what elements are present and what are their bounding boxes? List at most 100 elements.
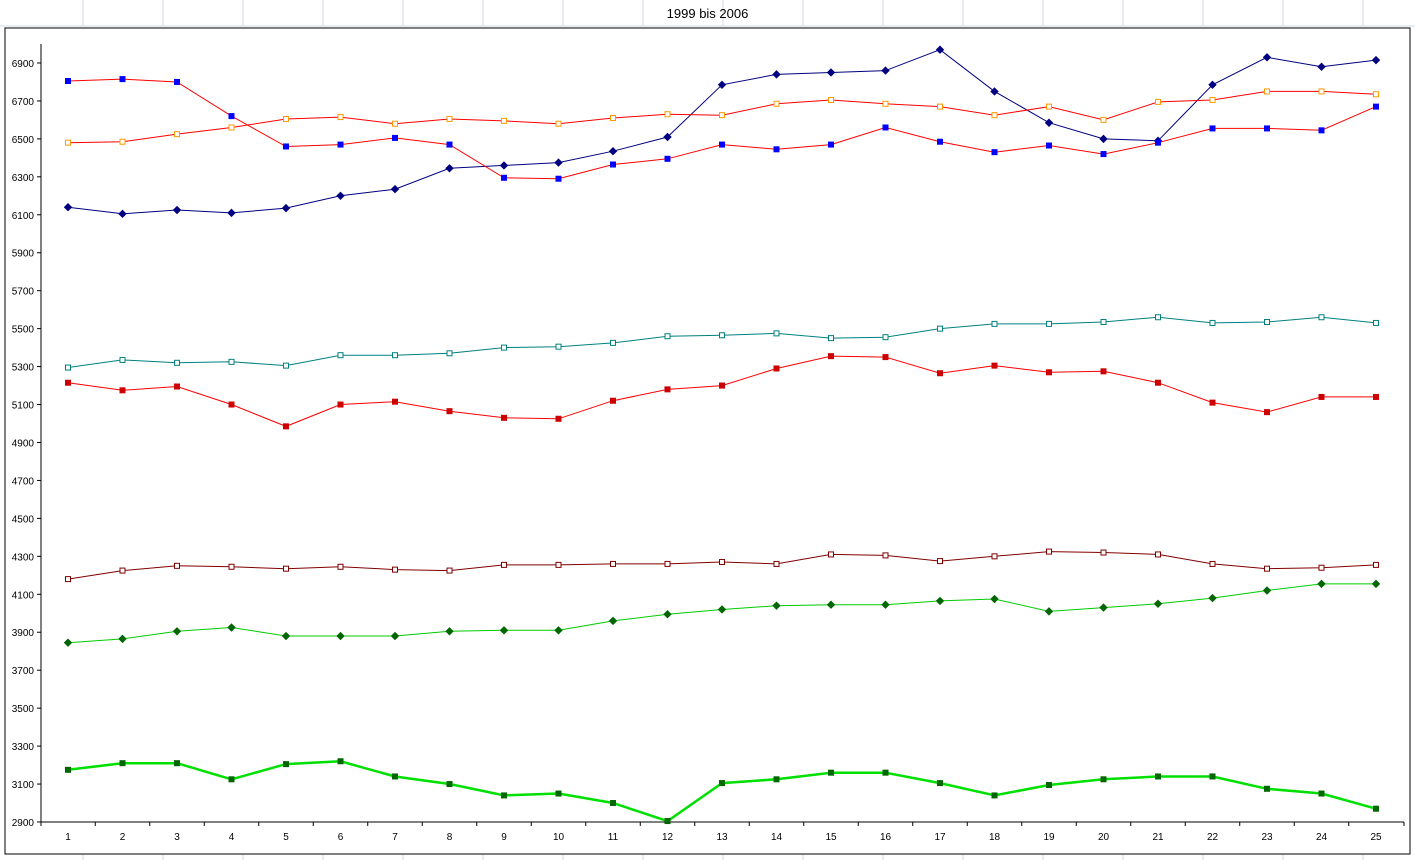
data-point <box>174 359 180 366</box>
data-point <box>610 115 616 122</box>
data-point <box>283 423 289 430</box>
x-tick-label: 24 <box>1316 832 1328 843</box>
data-point <box>773 100 780 107</box>
data-point <box>336 631 345 641</box>
data-point <box>990 87 999 96</box>
data-point <box>555 120 562 127</box>
data-point <box>281 631 291 641</box>
data-point <box>1373 103 1379 110</box>
data-point <box>1208 80 1217 90</box>
y-tick-label: 6700 <box>12 97 35 108</box>
data-point <box>1100 776 1107 783</box>
data-point <box>227 623 236 632</box>
y-tick-label: 5700 <box>12 287 35 298</box>
data-point <box>1100 116 1107 123</box>
data-point <box>1100 318 1107 325</box>
data-point <box>445 627 454 636</box>
data-point <box>772 70 781 79</box>
data-point <box>663 610 672 619</box>
data-point <box>608 616 618 626</box>
x-tick-label: 6 <box>338 832 344 843</box>
data-point <box>1318 790 1325 797</box>
y-tick-label: 5100 <box>12 401 35 412</box>
series-1 <box>63 45 1381 219</box>
data-point <box>1155 551 1161 558</box>
data-point <box>937 780 943 787</box>
data-point <box>228 401 235 408</box>
data-point <box>664 560 671 567</box>
data-point <box>1318 127 1325 134</box>
data-point <box>337 401 344 408</box>
data-point <box>882 552 889 559</box>
data-point <box>63 638 73 647</box>
data-point <box>664 333 671 340</box>
data-point <box>1100 368 1107 375</box>
data-point <box>446 115 453 122</box>
data-point <box>446 408 453 415</box>
data-point <box>1046 369 1052 376</box>
data-point <box>826 600 836 609</box>
x-tick-label: 13 <box>716 832 728 843</box>
data-point <box>1209 319 1216 326</box>
data-point <box>608 147 618 156</box>
x-tick-label: 23 <box>1261 832 1273 843</box>
y-tick-label: 3100 <box>12 780 35 791</box>
data-point <box>118 634 127 644</box>
x-tick-label: 11 <box>608 832 619 843</box>
data-point <box>283 565 289 572</box>
data-point <box>119 760 126 767</box>
data-point <box>501 792 507 799</box>
data-point <box>172 627 182 636</box>
data-point <box>773 365 780 372</box>
x-tick-label: 15 <box>825 832 837 843</box>
series-5 <box>65 353 1379 430</box>
data-point <box>664 155 671 162</box>
data-point <box>663 132 672 142</box>
data-point <box>555 790 562 797</box>
data-point <box>228 776 235 783</box>
data-point <box>937 370 943 377</box>
data-point <box>991 320 998 327</box>
x-tick-label: 9 <box>501 832 507 843</box>
data-point <box>610 161 616 168</box>
data-point <box>1208 593 1217 603</box>
chart-frame <box>4 27 1411 855</box>
data-point <box>773 146 780 153</box>
data-point <box>1209 96 1216 103</box>
data-point <box>63 202 73 212</box>
data-point <box>337 758 344 765</box>
data-point <box>828 335 834 342</box>
data-point <box>828 141 834 148</box>
x-tick-label: 17 <box>934 832 946 843</box>
y-tick-label: 6100 <box>12 211 35 222</box>
data-point <box>828 353 834 360</box>
data-point <box>283 362 289 369</box>
y-tick-label: 3700 <box>12 666 35 677</box>
data-point <box>1099 134 1108 144</box>
data-point <box>882 769 889 776</box>
series-3 <box>65 88 1379 146</box>
data-point <box>119 76 126 83</box>
data-point <box>1044 607 1054 616</box>
data-point <box>773 330 780 337</box>
data-point <box>554 158 563 167</box>
data-point <box>118 209 127 219</box>
data-point <box>1100 151 1107 158</box>
data-point <box>664 111 671 118</box>
data-point <box>446 141 453 148</box>
data-point <box>1046 142 1052 149</box>
data-point <box>501 174 507 181</box>
x-tick-label: 8 <box>447 832 453 843</box>
data-point <box>882 334 889 341</box>
y-tick-label: 3900 <box>12 628 35 639</box>
y-tick-label: 6500 <box>12 135 35 146</box>
data-point <box>828 769 834 776</box>
data-point <box>65 78 71 85</box>
data-point <box>392 120 398 127</box>
data-point <box>882 124 889 131</box>
x-tick-label: 14 <box>771 832 783 843</box>
x-tick-label: 19 <box>1043 832 1055 843</box>
series-4 <box>65 314 1379 371</box>
data-point <box>174 760 180 767</box>
